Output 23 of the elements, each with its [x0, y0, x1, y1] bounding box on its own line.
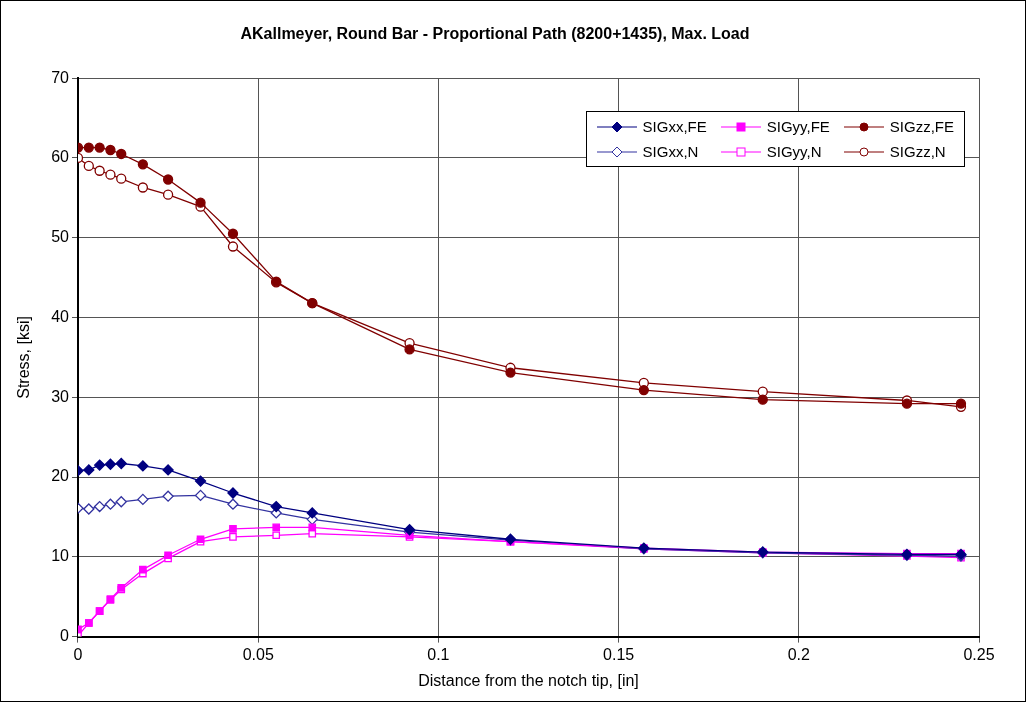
y-tick-label: 70 [51, 68, 70, 86]
y-tick-label: 40 [51, 307, 70, 325]
legend-label: SIGyy,N [766, 143, 822, 160]
y-tick-label: 60 [51, 148, 70, 166]
y-tick-label: 10 [51, 547, 70, 565]
legend-label: SIGzz,N [889, 143, 946, 160]
y-tick-label: 30 [51, 387, 70, 405]
x-tick-label: 0.25 [963, 645, 995, 663]
legend-label: SIGxx,FE [642, 118, 707, 135]
y-tick-label: 0 [60, 627, 70, 645]
legend-label: SIGxx,N [642, 143, 699, 160]
x-tick-label: 0.2 [787, 645, 811, 663]
x-axis-title: Distance from the notch tip, [in] [418, 671, 639, 689]
x-tick-label: 0 [73, 645, 83, 663]
legend-label: SIGzz,FE [889, 118, 954, 135]
chart-title: AKallmeyer, Round Bar - Proportional Path (8200+1435), Max. Load [240, 25, 750, 43]
y-axis-title: Stress, [ksi] [15, 316, 33, 399]
x-tick-label: 0.05 [242, 645, 274, 663]
x-tick-label: 0.1 [427, 645, 450, 663]
legend-label: SIGyy,FE [766, 118, 830, 135]
x-tick-label: 0.15 [603, 645, 635, 663]
y-tick-label: 20 [51, 467, 70, 485]
y-tick-label: 50 [51, 228, 70, 246]
